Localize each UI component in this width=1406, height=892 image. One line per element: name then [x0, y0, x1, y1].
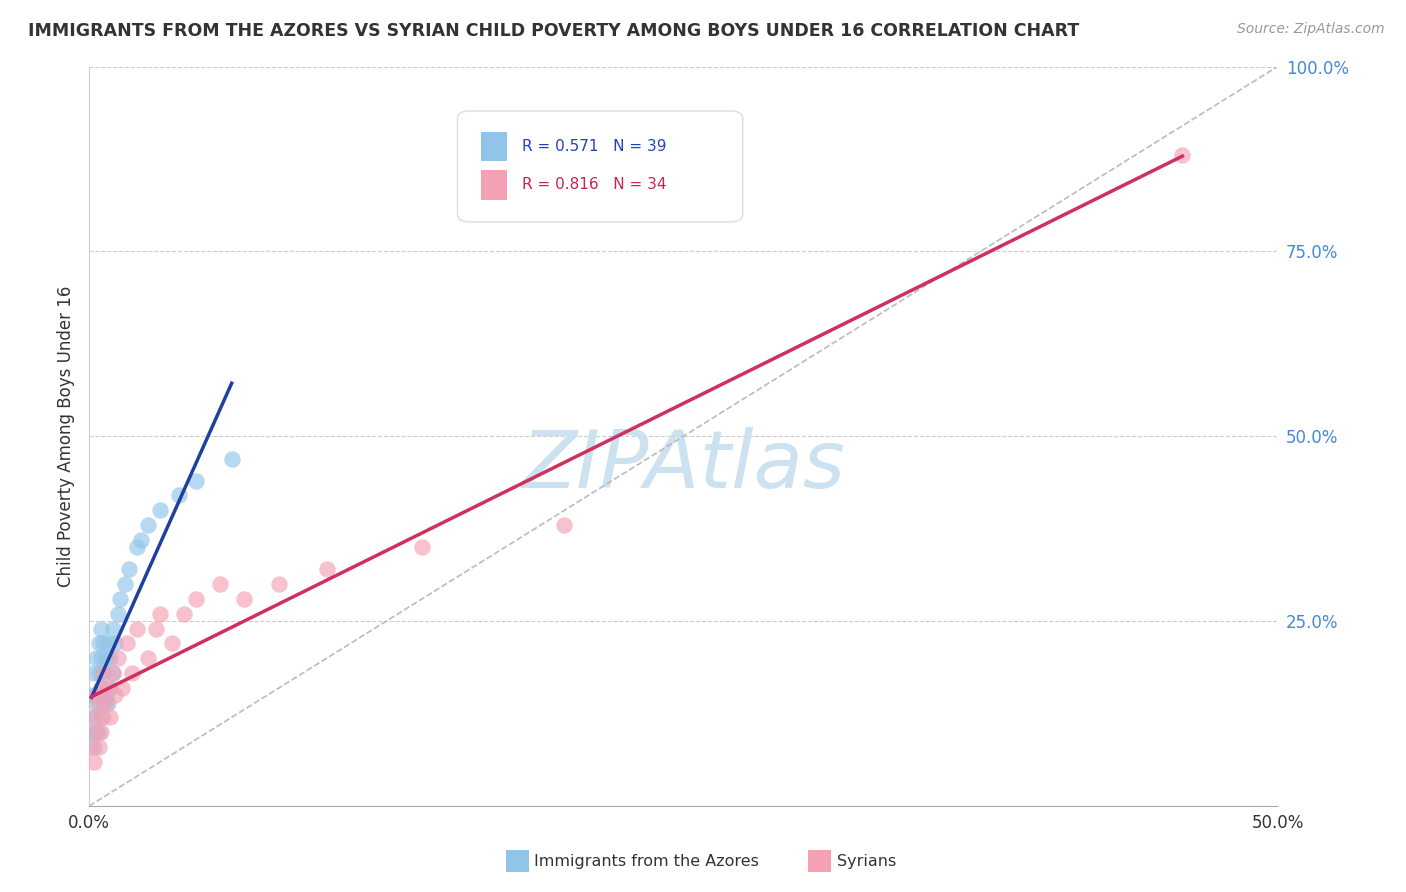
Point [90, 622, 112, 636]
Point [131, 533, 153, 547]
Text: R = 0.571   N = 39: R = 0.571 N = 39 [522, 139, 666, 154]
Point [91, 710, 114, 724]
Point [97, 696, 120, 710]
Point [269, 577, 291, 591]
FancyBboxPatch shape [481, 132, 508, 161]
Point [208, 577, 231, 591]
Text: ZIPAtlas: ZIPAtlas [522, 427, 845, 505]
Point [97, 681, 120, 695]
Point [83, 710, 105, 724]
Point [80, 739, 103, 754]
Text: Immigrants from the Azores: Immigrants from the Azores [534, 855, 759, 869]
Text: R = 0.816   N = 34: R = 0.816 N = 34 [522, 178, 666, 193]
Point [315, 562, 337, 576]
Point [104, 636, 127, 650]
Point [162, 636, 184, 650]
Point [118, 562, 141, 576]
Point [169, 488, 191, 502]
Point [232, 592, 254, 607]
Point [83, 755, 105, 769]
Point [101, 665, 124, 680]
Point [87, 696, 110, 710]
Text: IMMIGRANTS FROM THE AZORES VS SYRIAN CHILD POVERTY AMONG BOYS UNDER 16 CORRELATI: IMMIGRANTS FROM THE AZORES VS SYRIAN CHI… [28, 22, 1080, 40]
Point [91, 696, 114, 710]
Point [84, 725, 107, 739]
Point [80, 725, 103, 739]
Point [84, 651, 107, 665]
Point [97, 636, 120, 650]
Point [90, 681, 112, 695]
Point [101, 665, 124, 680]
Point [125, 541, 148, 555]
Point [87, 739, 110, 754]
Point [111, 681, 134, 695]
Point [90, 725, 112, 739]
Point [83, 710, 105, 724]
Point [84, 725, 107, 739]
FancyBboxPatch shape [457, 111, 742, 222]
Point [94, 696, 117, 710]
FancyBboxPatch shape [481, 170, 508, 200]
Point [83, 739, 105, 754]
Point [107, 607, 129, 621]
Point [145, 622, 167, 636]
Point [94, 688, 117, 702]
Point [149, 607, 172, 621]
Point [91, 636, 114, 650]
Point [108, 592, 131, 607]
Point [100, 681, 122, 695]
Text: Source: ZipAtlas.com: Source: ZipAtlas.com [1237, 22, 1385, 37]
Point [90, 710, 112, 724]
Point [184, 592, 207, 607]
Point [138, 518, 160, 533]
Point [114, 577, 136, 591]
Point [87, 688, 110, 702]
Point [138, 651, 160, 665]
Point [84, 688, 107, 702]
Point [94, 651, 117, 665]
Point [101, 622, 124, 636]
Point [173, 607, 195, 621]
Point [1171, 148, 1194, 162]
Point [184, 474, 207, 488]
Y-axis label: Child Poverty Among Boys Under 16: Child Poverty Among Boys Under 16 [58, 285, 75, 587]
Point [91, 665, 114, 680]
Point [411, 541, 433, 555]
Point [149, 503, 172, 517]
Point [104, 688, 127, 702]
Point [80, 688, 103, 702]
Point [91, 665, 114, 680]
Point [83, 665, 105, 680]
Point [100, 710, 122, 724]
Point [87, 636, 110, 650]
Point [90, 681, 112, 695]
Point [87, 725, 110, 739]
Point [221, 451, 243, 466]
Point [87, 665, 110, 680]
Text: Syrians: Syrians [837, 855, 896, 869]
Point [84, 696, 107, 710]
Point [115, 636, 138, 650]
Point [553, 518, 575, 533]
Point [100, 651, 122, 665]
Point [125, 622, 148, 636]
Point [90, 651, 112, 665]
Point [107, 651, 129, 665]
Point [121, 665, 143, 680]
